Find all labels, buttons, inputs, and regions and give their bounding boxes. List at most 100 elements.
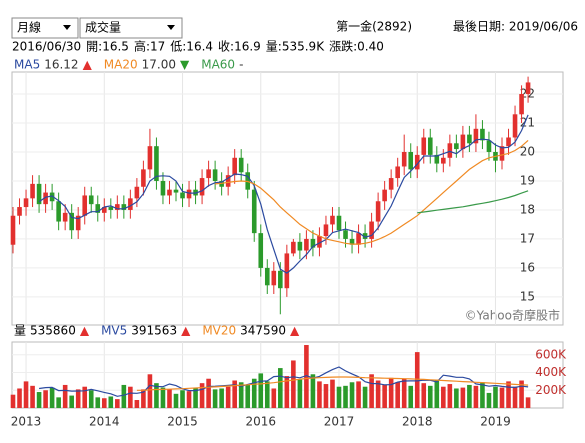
x-tick-label: 2018 <box>402 415 433 429</box>
info-item: 低:16.4 <box>170 40 213 54</box>
info-item: 漲跌:0.40 <box>329 39 384 54</box>
volume-bar <box>199 383 205 408</box>
candle-body <box>154 146 159 181</box>
indicator-select[interactable] <box>79 17 183 39</box>
y-tick-label: 16 <box>520 260 535 274</box>
stock-name: 第一金(2892) <box>336 19 412 34</box>
volume-bar <box>310 374 316 408</box>
volume-bar <box>512 386 518 408</box>
candle-body <box>336 215 342 231</box>
volume-bar <box>212 389 218 408</box>
candle-body <box>382 189 387 202</box>
candle-body <box>512 114 518 138</box>
candle-body <box>69 212 74 231</box>
candle-body <box>304 238 309 251</box>
legend-value: 16.12 <box>44 58 78 72</box>
legend-name: MA60 <box>201 58 235 72</box>
volume-bar <box>206 378 211 408</box>
last-date: 最後日期: 2019/06/06 <box>453 20 578 34</box>
info-item: 高:17 <box>134 39 165 54</box>
volume-bar <box>30 385 35 408</box>
candle-body <box>75 215 81 231</box>
volume-bar <box>154 383 159 408</box>
volume-bar <box>245 384 251 408</box>
candle-body <box>343 230 348 239</box>
period-select[interactable] <box>11 17 79 39</box>
volume-bar <box>382 384 387 408</box>
legend-name: 量 <box>14 324 26 338</box>
candle-body <box>323 224 329 237</box>
candle-body <box>297 241 303 251</box>
volume-bar <box>356 381 361 408</box>
candle-body <box>447 143 453 158</box>
x-tick-label: 2016 <box>245 415 276 429</box>
candle-body <box>284 253 290 289</box>
legend-name: MA20 <box>104 58 138 72</box>
volume-bar <box>467 384 472 408</box>
legend-name: MV5 <box>101 324 127 338</box>
info-item: 收:16.9 <box>218 40 261 54</box>
volume-bar <box>167 389 172 408</box>
candle-body <box>421 137 427 155</box>
volume-bar <box>49 387 55 408</box>
y-tick-label: 20 <box>520 144 535 158</box>
volume-bar <box>304 345 309 408</box>
volume-bar <box>291 360 296 408</box>
candle-body <box>310 238 316 248</box>
x-tick-label: 2019 <box>480 415 511 429</box>
candle-body <box>238 157 244 173</box>
volume-bar <box>395 382 400 408</box>
volume-bar <box>401 378 407 408</box>
candle-body <box>408 151 414 170</box>
volume-bar <box>460 387 466 408</box>
candle-body <box>199 178 205 196</box>
volume-bar <box>147 374 153 408</box>
candle-body <box>115 204 120 210</box>
x-tick-label: 2013 <box>11 415 42 429</box>
volume-bar <box>519 380 524 408</box>
volume-bar <box>486 392 492 408</box>
legend-name: MV20 <box>202 324 236 338</box>
volume-bar <box>36 392 42 408</box>
volume-bar <box>56 397 61 408</box>
dropdown-arrow <box>167 25 175 30</box>
candle-body <box>62 212 68 222</box>
volume-bar <box>434 379 440 408</box>
candle-body <box>317 236 322 248</box>
legend-value: - <box>239 58 243 72</box>
candle-body <box>101 207 107 213</box>
volume-bar <box>506 381 511 408</box>
candle-body <box>147 146 153 170</box>
volume-bar <box>493 386 498 408</box>
volume-bar <box>317 381 322 408</box>
volume-bar <box>278 368 283 408</box>
volume-bar <box>473 385 479 408</box>
candle-body <box>141 169 146 187</box>
volume-bar <box>95 397 101 408</box>
candle-body <box>121 204 127 210</box>
candle-body <box>369 221 374 239</box>
volume-bar <box>141 389 146 408</box>
legend-arrow: ▲ <box>290 324 300 338</box>
volume-bar <box>447 384 453 408</box>
candle-body <box>395 166 400 179</box>
volume-bar <box>101 398 107 408</box>
legend-arrow: ▼ <box>180 58 190 72</box>
ma-line <box>38 114 529 274</box>
candle-body <box>128 198 133 210</box>
volume-bar <box>454 388 459 408</box>
candle-body <box>88 195 94 205</box>
volume-bar <box>441 386 446 408</box>
candle-body <box>434 154 440 164</box>
legend-arrow: ▲ <box>80 324 90 338</box>
volume-bar <box>10 394 16 408</box>
candle-body <box>486 140 492 152</box>
volume-bar <box>88 390 94 408</box>
volume-bar <box>499 387 505 408</box>
candle-body <box>427 137 433 155</box>
volume-bar <box>62 384 68 408</box>
volume-bar <box>297 379 303 408</box>
legend-arrow: ▲ <box>181 324 191 338</box>
legend-value: 17.00 <box>142 58 176 72</box>
